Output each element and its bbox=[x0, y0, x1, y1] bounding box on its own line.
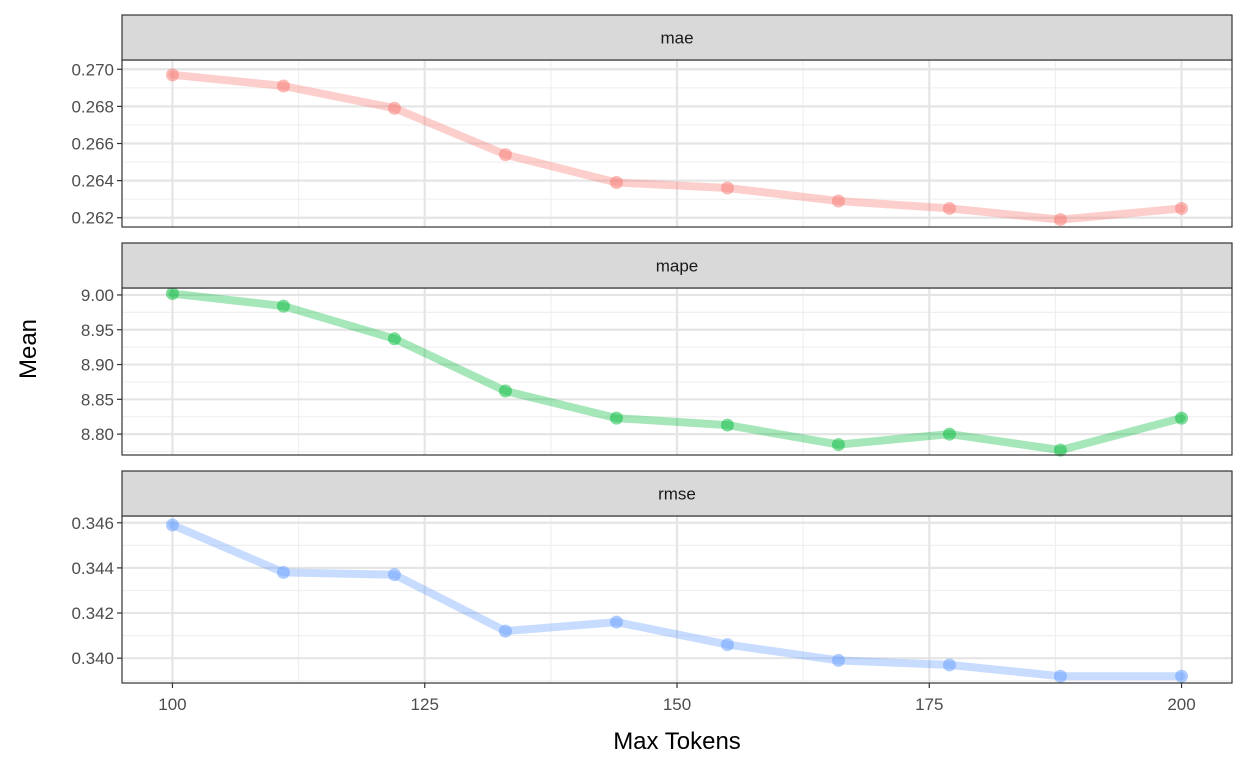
y-tick-label: 0.264 bbox=[71, 172, 114, 191]
data-point bbox=[942, 427, 956, 441]
data-point bbox=[609, 175, 623, 189]
y-axis-title: Mean bbox=[15, 319, 42, 379]
data-point bbox=[831, 653, 845, 667]
data-point bbox=[720, 418, 734, 432]
data-point bbox=[165, 518, 179, 532]
series-line-mae bbox=[168, 70, 1186, 224]
data-point bbox=[276, 299, 290, 313]
y-tick-label: 8.95 bbox=[81, 321, 114, 340]
facet-panel-mape: 8.80 8.85 8.90 8.95 9.00 mape bbox=[81, 242, 1233, 457]
data-point bbox=[165, 287, 179, 301]
data-point bbox=[609, 411, 623, 425]
data-point bbox=[276, 79, 290, 93]
data-point bbox=[1053, 669, 1067, 683]
data-point bbox=[1053, 443, 1067, 457]
x-tick-label: 100 bbox=[158, 695, 186, 714]
data-point bbox=[498, 148, 512, 162]
data-point bbox=[942, 201, 956, 215]
x-tick-label: 150 bbox=[663, 695, 691, 714]
data-point bbox=[1175, 201, 1189, 215]
data-point bbox=[1175, 669, 1189, 683]
y-tick-label: 0.340 bbox=[71, 649, 114, 668]
data-point bbox=[831, 194, 845, 208]
y-tick-label: 0.270 bbox=[71, 60, 114, 79]
x-tick-label: 125 bbox=[411, 695, 439, 714]
facet-panel-rmse: 0.340 0.342 0.344 0.346 rmse bbox=[71, 470, 1233, 684]
data-point bbox=[609, 615, 623, 629]
x-axis-title: Max Tokens bbox=[613, 728, 741, 755]
facet-strip bbox=[121, 470, 1233, 517]
facet-strip bbox=[121, 242, 1233, 289]
series-line-mape bbox=[168, 289, 1186, 455]
data-point bbox=[1053, 213, 1067, 227]
data-point bbox=[942, 658, 956, 672]
facet-strip-label: mape bbox=[656, 257, 699, 276]
y-tick-label: 8.80 bbox=[81, 425, 114, 444]
y-tick-label: 0.342 bbox=[71, 604, 114, 623]
facet-strip bbox=[121, 14, 1233, 61]
facet-panel-mae: 0.262 0.264 0.266 0.268 0.270 mae bbox=[71, 14, 1233, 228]
facet-strip-label: mae bbox=[660, 29, 693, 48]
y-tick-label: 8.85 bbox=[81, 390, 114, 409]
y-tick-label: 0.268 bbox=[71, 97, 114, 116]
data-point bbox=[720, 181, 734, 195]
y-tick-label: 8.90 bbox=[81, 356, 114, 375]
series-line-rmse bbox=[168, 521, 1186, 681]
data-point bbox=[387, 101, 401, 115]
data-point bbox=[165, 68, 179, 82]
data-point bbox=[498, 624, 512, 638]
x-tick-label: 200 bbox=[1167, 695, 1195, 714]
data-point bbox=[387, 332, 401, 346]
data-point bbox=[387, 568, 401, 582]
y-tick-label: 0.346 bbox=[71, 514, 114, 533]
data-point bbox=[720, 638, 734, 652]
y-tick-label: 0.266 bbox=[71, 135, 114, 154]
y-tick-label: 0.344 bbox=[71, 559, 114, 578]
facet-strip-label: rmse bbox=[658, 485, 696, 504]
data-point bbox=[831, 438, 845, 452]
y-tick-label: 0.262 bbox=[71, 209, 114, 228]
data-point bbox=[276, 565, 290, 579]
data-point bbox=[498, 384, 512, 398]
data-point bbox=[1175, 411, 1189, 425]
y-tick-label: 9.00 bbox=[81, 286, 114, 305]
x-tick-label: 175 bbox=[915, 695, 943, 714]
